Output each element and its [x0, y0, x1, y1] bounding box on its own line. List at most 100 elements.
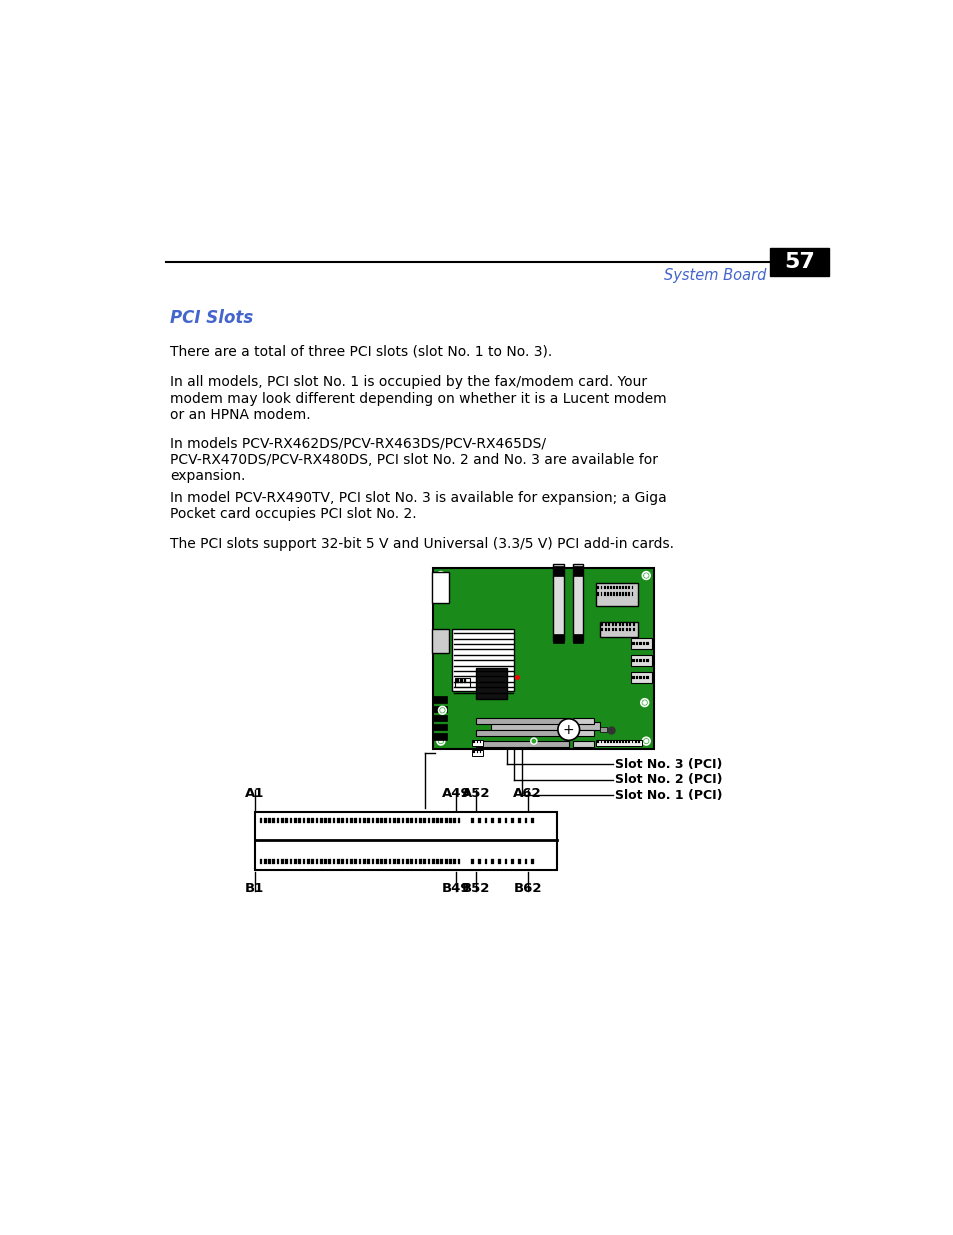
- Bar: [336, 858, 339, 863]
- Bar: [645, 676, 648, 679]
- Circle shape: [436, 737, 444, 745]
- Bar: [517, 858, 520, 863]
- Bar: [298, 858, 301, 863]
- Bar: [628, 592, 630, 595]
- Bar: [457, 818, 460, 823]
- Text: B52: B52: [461, 882, 490, 895]
- Text: +: +: [562, 722, 574, 736]
- Bar: [524, 818, 527, 823]
- Bar: [476, 668, 506, 699]
- Bar: [476, 751, 477, 752]
- Bar: [524, 858, 527, 863]
- Bar: [631, 740, 633, 743]
- Bar: [632, 642, 634, 645]
- Bar: [457, 858, 460, 863]
- Bar: [630, 638, 652, 648]
- Bar: [599, 585, 602, 589]
- Bar: [629, 622, 631, 626]
- Bar: [497, 818, 500, 823]
- Bar: [281, 858, 283, 863]
- Bar: [264, 818, 266, 823]
- Bar: [517, 818, 520, 823]
- Text: A52: A52: [461, 787, 490, 799]
- Bar: [449, 858, 452, 863]
- Bar: [632, 676, 634, 679]
- Bar: [621, 592, 623, 595]
- Bar: [473, 751, 475, 752]
- Bar: [427, 818, 430, 823]
- Circle shape: [643, 740, 647, 743]
- Bar: [427, 858, 430, 863]
- Bar: [608, 622, 610, 626]
- Circle shape: [530, 739, 537, 745]
- Bar: [432, 858, 435, 863]
- Bar: [511, 818, 514, 823]
- Text: PCI Slots: PCI Slots: [171, 309, 253, 326]
- Bar: [625, 627, 627, 631]
- Bar: [290, 818, 292, 823]
- Circle shape: [558, 719, 579, 740]
- Bar: [479, 751, 480, 752]
- Bar: [456, 679, 458, 683]
- Bar: [440, 818, 443, 823]
- Bar: [600, 627, 602, 631]
- Bar: [635, 658, 638, 662]
- Bar: [423, 818, 426, 823]
- Bar: [597, 585, 598, 589]
- Bar: [632, 658, 634, 662]
- Bar: [639, 658, 641, 662]
- Bar: [455, 678, 470, 687]
- Bar: [572, 741, 594, 747]
- Bar: [354, 858, 356, 863]
- Bar: [604, 627, 606, 631]
- Bar: [606, 592, 608, 595]
- Circle shape: [641, 572, 649, 579]
- Bar: [553, 564, 563, 641]
- Bar: [315, 818, 318, 823]
- Bar: [616, 585, 618, 589]
- Text: In models PCV-RX462DS/PCV-RX463DS/PCV-RX465DS/
PCV-RX470DS/PCV-RX480DS, PCI slot: In models PCV-RX462DS/PCV-RX463DS/PCV-RX…: [171, 437, 658, 483]
- Bar: [618, 585, 620, 589]
- Bar: [572, 730, 594, 736]
- Bar: [273, 818, 274, 823]
- Text: B62: B62: [513, 882, 541, 895]
- Bar: [453, 818, 456, 823]
- Text: B1: B1: [245, 882, 264, 895]
- Bar: [433, 697, 447, 703]
- Bar: [367, 858, 370, 863]
- Bar: [431, 630, 448, 652]
- Bar: [599, 740, 602, 743]
- Bar: [328, 818, 331, 823]
- Bar: [572, 718, 594, 724]
- Bar: [504, 818, 507, 823]
- Bar: [341, 818, 344, 823]
- Bar: [268, 858, 271, 863]
- Bar: [285, 858, 288, 863]
- Bar: [606, 740, 608, 743]
- Bar: [362, 858, 365, 863]
- Bar: [631, 592, 633, 595]
- Bar: [471, 858, 474, 863]
- Bar: [319, 818, 322, 823]
- Bar: [497, 858, 500, 863]
- Bar: [418, 818, 421, 823]
- Bar: [476, 730, 568, 736]
- Bar: [531, 818, 534, 823]
- Bar: [307, 858, 310, 863]
- Bar: [345, 818, 348, 823]
- Bar: [621, 585, 623, 589]
- Bar: [616, 740, 618, 743]
- Bar: [350, 858, 353, 863]
- Bar: [597, 740, 598, 743]
- Bar: [479, 741, 480, 743]
- Bar: [612, 592, 615, 595]
- Bar: [294, 818, 296, 823]
- Bar: [473, 741, 475, 743]
- Bar: [393, 818, 395, 823]
- Bar: [628, 585, 630, 589]
- Bar: [621, 627, 623, 631]
- Circle shape: [643, 573, 647, 578]
- Bar: [273, 858, 274, 863]
- Bar: [632, 622, 634, 626]
- Bar: [472, 750, 483, 756]
